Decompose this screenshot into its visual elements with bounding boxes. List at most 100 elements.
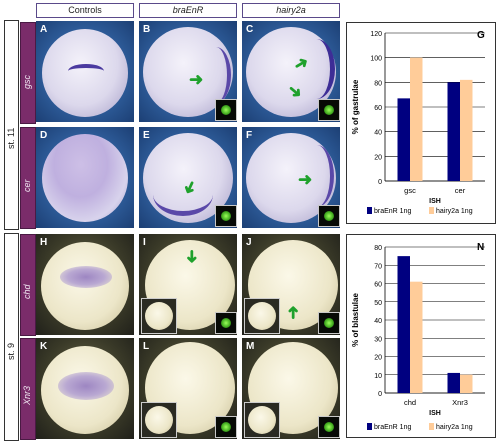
legend-swatch xyxy=(429,207,434,214)
stain-band xyxy=(153,173,213,216)
panel-a: A xyxy=(36,21,134,122)
green-arrow-icon: ➜ xyxy=(182,249,202,264)
legend-swatch xyxy=(429,423,434,430)
y-tick-label: 60 xyxy=(374,105,382,112)
bar-gsc-series1 xyxy=(397,98,410,181)
panel-label: F xyxy=(246,130,253,141)
panel-label: L xyxy=(143,341,150,352)
gene-bar-chd: chd xyxy=(20,234,36,336)
panel-label: I xyxy=(143,237,146,248)
gfp-inset-image xyxy=(215,416,237,438)
y-tick-label: 20 xyxy=(374,355,382,362)
y-tick-label: 40 xyxy=(374,318,382,325)
x-axis-label: ISH xyxy=(429,198,441,205)
green-arrow-icon: ➜ xyxy=(189,70,204,89)
gfp-inset-image xyxy=(318,205,340,227)
embryo-image xyxy=(42,134,128,222)
stain-band xyxy=(201,47,231,103)
stain-band xyxy=(68,64,104,78)
panel-label: K xyxy=(40,341,48,352)
gene-label-xnr3: Xnr3 xyxy=(22,385,32,405)
inset-embryo-image xyxy=(141,298,177,334)
panel-b: ➜ B xyxy=(139,21,237,122)
gene-label-cer: cer xyxy=(22,179,32,192)
legend-entry: hairy2a 1ng xyxy=(436,208,473,215)
gfp-inset-image xyxy=(215,312,237,334)
panel-label: J xyxy=(246,237,252,248)
column-header-controls: Controls xyxy=(36,3,134,18)
stage-bar-st11: st. 11 xyxy=(4,20,19,230)
y-tick-label: 120 xyxy=(370,31,382,38)
y-tick-label: 100 xyxy=(370,56,382,63)
y-tick-label: 60 xyxy=(374,282,382,289)
x-axis-label: ISH xyxy=(429,410,441,417)
bar-xnr3-series2 xyxy=(460,374,473,393)
x-tick-label: gsc xyxy=(404,186,416,195)
bar-chd-series2 xyxy=(410,281,423,393)
inset-embryo xyxy=(248,406,276,434)
gene-label-gsc: gsc xyxy=(22,74,32,89)
inset-embryo-image xyxy=(244,298,280,334)
stage-bar-st9: st. 9 xyxy=(4,233,19,441)
chart-g: G 0 20 40 60 80 100 120 gsc cer ISH % of gastrulae b… xyxy=(346,22,496,224)
gfp-inset-image xyxy=(318,312,340,334)
gfp-inset-image xyxy=(215,205,237,227)
panel-label: D xyxy=(40,130,48,141)
column-header-braenr: braEnR xyxy=(139,3,237,18)
inset-embryo xyxy=(145,406,173,434)
panel-label: A xyxy=(40,24,48,35)
gfp-inset-image xyxy=(318,416,340,438)
y-tick-label: 50 xyxy=(374,300,382,307)
y-axis-label: % of blastulae xyxy=(351,293,360,347)
legend-entry: braEnR 1ng xyxy=(374,424,411,431)
legend-entry: hairy2a 1ng xyxy=(436,424,473,431)
y-tick-label: 20 xyxy=(374,154,382,161)
panel-label: M xyxy=(246,341,255,352)
gene-label-chd: chd xyxy=(22,284,32,299)
chart-panel-label: N xyxy=(477,242,484,253)
bar-cer-series2 xyxy=(460,79,473,181)
inset-embryo-image xyxy=(141,402,177,438)
y-tick-label: 0 xyxy=(378,179,382,186)
legend-entry: braEnR 1ng xyxy=(374,208,411,215)
bar-gsc-series2 xyxy=(410,57,423,181)
stage-label-st9: st. 9 xyxy=(6,342,16,360)
inset-embryo-image xyxy=(244,402,280,438)
bar-chd-series1 xyxy=(397,256,410,393)
panel-label: E xyxy=(143,130,150,141)
stain-band xyxy=(60,266,112,288)
gfp-inset-image xyxy=(318,99,340,121)
panel-d: D xyxy=(36,127,134,228)
y-tick-label: 70 xyxy=(374,263,382,270)
column-header-hairy2a: hairy2a xyxy=(242,3,340,18)
panel-h: H xyxy=(36,234,134,335)
stain-band xyxy=(58,372,114,400)
x-tick-label: Xnr3 xyxy=(452,398,468,407)
x-tick-label: chd xyxy=(404,398,416,407)
chart-n: N 0 10 20 30 40 50 60 70 80 chd Xnr3 ISH % of blastul… xyxy=(346,234,496,438)
gfp-inset-image xyxy=(215,99,237,121)
panel-c: ➜ ➜ C xyxy=(242,21,340,122)
x-tick-label: cer xyxy=(455,186,466,195)
panel-m: M xyxy=(242,338,340,439)
stage-label-st11: st. 11 xyxy=(6,127,16,149)
legend-swatch xyxy=(367,423,372,430)
y-tick-label: 80 xyxy=(374,245,382,252)
bar-xnr3-series1 xyxy=(447,372,460,393)
panel-label: C xyxy=(246,24,254,35)
gene-bar-xnr3: Xnr3 xyxy=(20,338,36,440)
y-tick-label: 30 xyxy=(374,336,382,343)
y-axis-label: % of gastrulae xyxy=(351,79,360,134)
panel-label: H xyxy=(40,237,48,248)
panel-label: B xyxy=(143,24,151,35)
y-tick-label: 40 xyxy=(374,130,382,137)
inset-embryo xyxy=(248,302,276,330)
gene-bar-gsc: gsc xyxy=(20,22,36,124)
panel-f: ➜ F xyxy=(242,127,340,228)
legend-swatch xyxy=(367,207,372,214)
green-arrow-icon: ➜ xyxy=(298,170,313,189)
chart-panel-label: G xyxy=(477,30,485,41)
gene-bar-cer: cer xyxy=(20,127,36,229)
chart-g-svg: G 0 20 40 60 80 100 120 gsc cer ISH % of gastrulae b… xyxy=(351,30,485,215)
panel-j: ➜ J xyxy=(242,234,340,335)
